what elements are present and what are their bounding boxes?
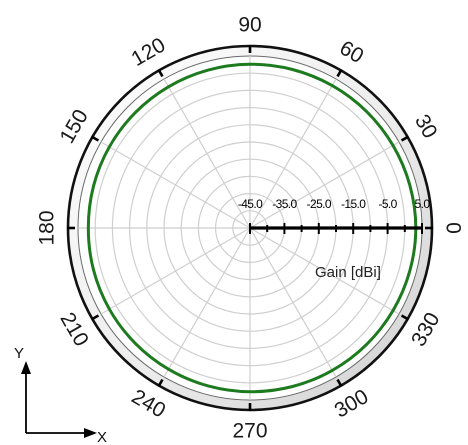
angle-tick-label: 330 [407, 309, 444, 351]
angle-tick-mark [90, 314, 100, 321]
angle-tick-label: 30 [410, 111, 442, 143]
polar-grid [78, 56, 422, 400]
angle-ticks [67, 45, 433, 411]
grid-spoke [100, 141, 251, 229]
angle-tick-label: 90 [238, 14, 261, 37]
angle-tick-mark [157, 378, 164, 388]
grid-spoke [249, 78, 337, 229]
radial-scale-label: -35.0 [272, 197, 297, 211]
x-axis-letter: X [97, 429, 107, 445]
grid-spoke [249, 227, 400, 315]
angle-tick-mark [336, 68, 343, 78]
angle-tick-mark [90, 135, 100, 142]
angle-tick-mark [400, 135, 410, 142]
gain-trace [86, 62, 418, 394]
angle-tick-mark [336, 378, 343, 388]
angle-tick-label: 210 [55, 309, 92, 351]
grid-spoke [249, 227, 337, 378]
grid-spoke [163, 78, 251, 229]
coordinate-axes-indicator: Y X [14, 345, 107, 445]
radial-scale-label: -5.0 [378, 197, 397, 211]
radial-scale-label: 5.0 [415, 197, 431, 211]
radial-scale-label: -15.0 [341, 197, 366, 211]
y-axis-letter: Y [14, 345, 24, 362]
angle-tick-label: 300 [331, 385, 373, 422]
y-arrow-icon [21, 361, 31, 374]
radial-axis-label: Gain [dBi] [315, 264, 381, 281]
angle-tick-mark [157, 68, 164, 78]
x-arrow-icon [84, 428, 97, 438]
angle-tick-label: 240 [128, 385, 170, 422]
radial-scale: -45.0 -35.0 -25.0 -15.0 -5.0 5.0 [238, 197, 431, 234]
angle-tick-label: 0 [442, 222, 465, 234]
grid-spoke [249, 141, 400, 229]
grid-spoke [100, 227, 251, 315]
angle-tick-label: 60 [336, 36, 368, 68]
grid-spoke [163, 227, 251, 378]
radial-scale-label: -25.0 [307, 197, 332, 211]
angle-tick-label: 120 [128, 33, 170, 70]
angle-tick-label: 180 [36, 210, 59, 245]
radial-scale-label: -45.0 [238, 197, 263, 211]
angle-tick-mark [400, 314, 410, 321]
angle-tick-label: 270 [232, 420, 267, 443]
angle-tick-label: 150 [55, 106, 92, 148]
gain-series-line [86, 62, 418, 394]
